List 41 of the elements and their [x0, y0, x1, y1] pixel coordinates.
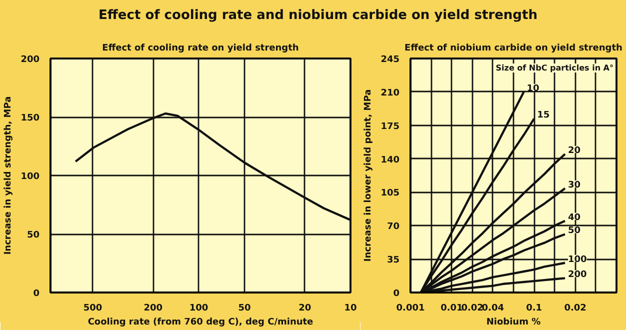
series-label: 100	[568, 254, 587, 265]
x-tick-label: 10	[344, 304, 357, 314]
x-tick-label: 100	[189, 304, 208, 314]
series-label: 40	[568, 212, 581, 223]
series-label: 10	[526, 84, 540, 94]
x-tick-label: 0.02	[564, 304, 586, 314]
y-tick-label: 200	[20, 55, 40, 65]
y-tick-label: 0	[33, 289, 40, 299]
x-axis-title: Cooling rate (from 760 deg C), deg C/minute	[88, 318, 314, 328]
y-tick-label: 105	[380, 188, 400, 199]
y-tick-label: 150	[20, 114, 40, 124]
chart-subtitle: Effect of cooling rate on yield strength	[102, 44, 299, 54]
series-label: 200	[568, 270, 587, 280]
y-tick-label: 0	[393, 289, 400, 299]
y-tick-label: 70	[386, 222, 400, 232]
series-label: 20	[568, 146, 581, 156]
y-tick-label: 245	[380, 55, 400, 65]
y-tick-label: 50	[26, 230, 40, 240]
y-tick-label: 35	[386, 256, 400, 266]
x-tick-label: 0.04	[482, 304, 504, 314]
chart-title: Effect of niobium carbide on yield strength	[404, 44, 622, 54]
x-axis-title: Niobium %	[486, 318, 541, 328]
y-axis-title: Increase in lower yield point, MPa	[364, 89, 374, 262]
x-tick-label: 200	[144, 304, 163, 314]
x-tick-label: 50	[238, 304, 251, 314]
series-label: 15	[537, 110, 550, 121]
chart-title: Effect of cooling rate and niobium carbide on yield strength	[98, 7, 538, 25]
y-tick-label: 100	[20, 172, 40, 182]
series-label: 30	[568, 180, 581, 190]
x-tick-label: 0.01	[440, 304, 463, 314]
y-tick-label: 140	[380, 155, 400, 166]
x-tick-label: 0.1	[526, 304, 542, 314]
x-tick-label: 500	[83, 304, 102, 314]
series-label: 50	[568, 226, 581, 236]
y-axis-title: Increase in yield strength, MPa	[4, 96, 14, 255]
y-tick-label: 175	[380, 122, 400, 132]
x-tick-label: 0.001	[396, 304, 425, 314]
legend-title: Size of NbC particles in A°	[496, 64, 614, 72]
y-tick-label: 210	[380, 88, 400, 98]
x-tick-label: 20	[298, 304, 312, 314]
x-tick-label: 0.02	[461, 304, 484, 314]
